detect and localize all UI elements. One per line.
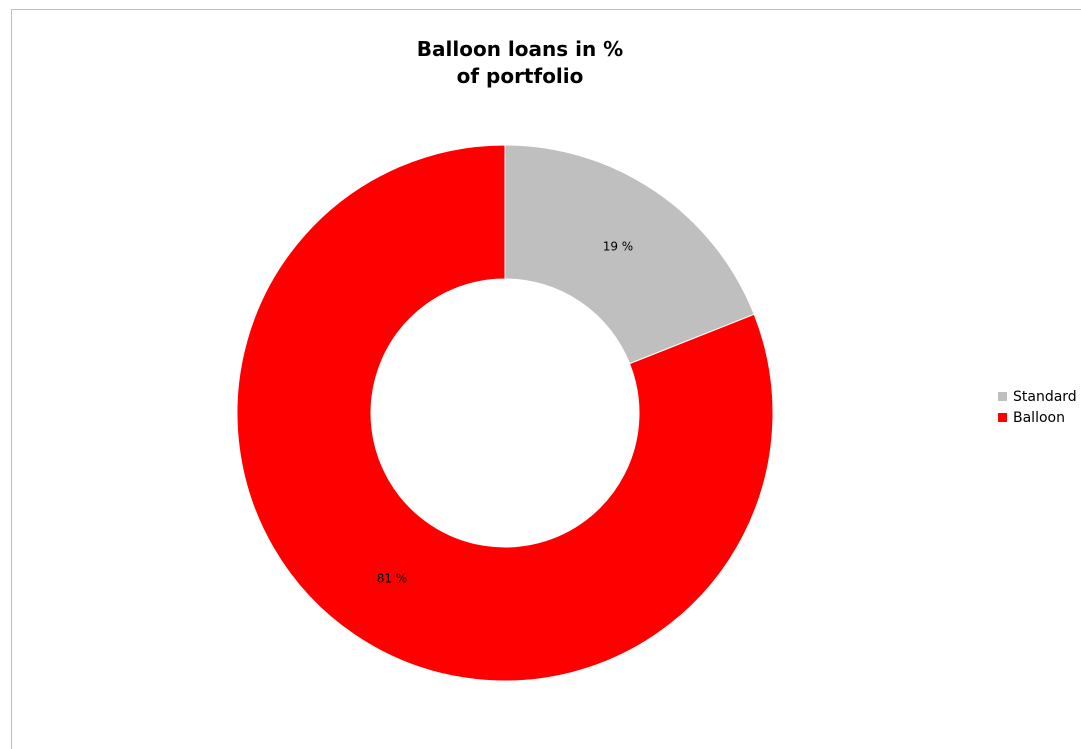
donut-data-labels: 19 % 81 %	[377, 239, 633, 585]
donut-chart: 19 % 81 %	[236, 144, 774, 682]
legend-label-balloon: Balloon	[1013, 409, 1065, 426]
legend-item-standard: Standard	[998, 386, 1077, 407]
legend-label-standard: Standard	[1013, 388, 1077, 405]
chart-legend: Standard Balloon	[998, 386, 1077, 428]
chart-title: Balloon loans in % of portfolio	[12, 36, 1028, 90]
donut-slice-balloon	[236, 144, 774, 682]
donut-slice-standard	[504, 144, 755, 365]
chart-title-line-2: of portfolio	[456, 64, 584, 88]
legend-swatch-balloon	[998, 413, 1007, 422]
donut-slices	[236, 144, 774, 682]
data-label-balloon: 81 %	[377, 572, 408, 586]
legend-item-balloon: Balloon	[998, 407, 1077, 428]
chart-title-line-1: Balloon loans in %	[416, 37, 624, 61]
legend-swatch-standard	[998, 392, 1007, 401]
data-label-standard: 19 %	[603, 239, 634, 253]
